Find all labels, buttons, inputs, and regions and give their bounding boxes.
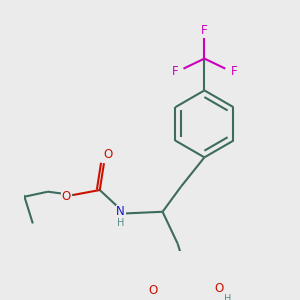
Text: O: O xyxy=(148,284,157,297)
Text: F: F xyxy=(172,64,178,78)
Text: F: F xyxy=(230,64,237,78)
Text: O: O xyxy=(215,282,224,295)
Text: H: H xyxy=(224,294,232,300)
Text: O: O xyxy=(103,148,113,161)
Text: N: N xyxy=(116,205,125,218)
Text: O: O xyxy=(62,190,71,203)
Text: H: H xyxy=(117,218,124,229)
Text: F: F xyxy=(201,25,208,38)
